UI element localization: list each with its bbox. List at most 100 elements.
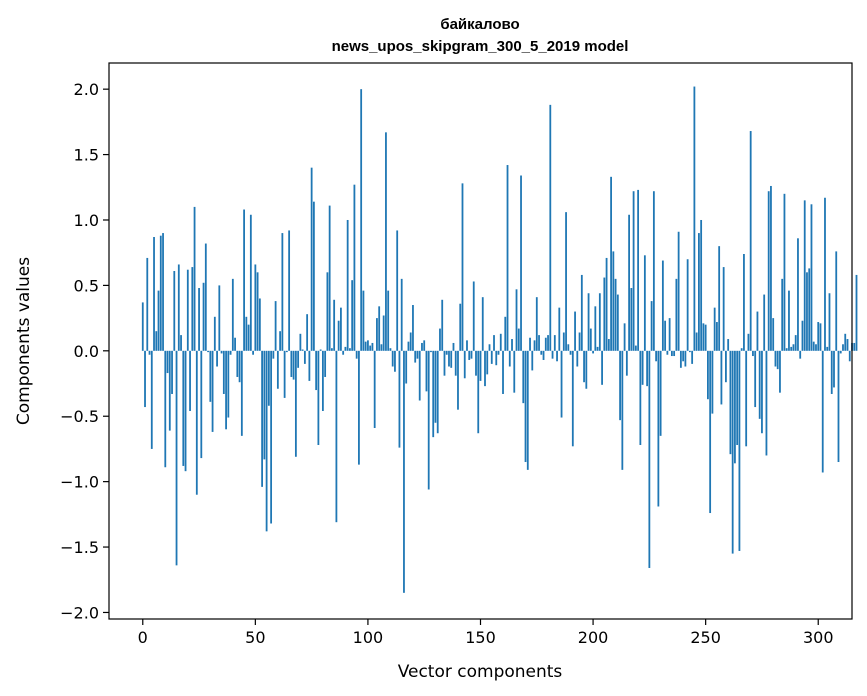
bar-305 [828, 293, 831, 351]
bar-89 [342, 350, 345, 355]
bar-290 [794, 335, 797, 351]
y-tick-label: 2.0 [74, 80, 99, 99]
bar-286 [785, 348, 788, 351]
bar-189 [567, 344, 570, 351]
bar-276 [763, 294, 766, 351]
bar-196 [583, 350, 585, 383]
bar-274 [758, 350, 761, 419]
bar-268 [745, 350, 748, 447]
bar-15 [175, 350, 178, 566]
bar-246 [695, 332, 698, 351]
bar-211 [616, 294, 619, 351]
bar-27 [202, 282, 205, 351]
bar-29 [207, 350, 209, 353]
bar-267 [743, 254, 745, 351]
x-tick-label: 100 [353, 628, 384, 647]
bar-83 [328, 205, 331, 351]
bar-38 [227, 350, 230, 418]
bar-68 [294, 350, 297, 457]
bar-223 [643, 255, 646, 351]
bar-201 [594, 306, 597, 351]
bar-69 [297, 350, 300, 368]
bar-296 [808, 268, 811, 351]
bar-317 [855, 274, 858, 351]
bar-194 [578, 332, 581, 351]
bar-47 [247, 324, 250, 351]
x-tick-label: 200 [578, 628, 609, 647]
bar-204 [601, 350, 603, 385]
bar-199 [589, 328, 592, 351]
bar-229 [657, 350, 660, 507]
bar-17 [180, 335, 182, 351]
bar-115 [400, 278, 403, 351]
bar-234 [668, 318, 671, 351]
bar-293 [801, 320, 804, 351]
bar-82 [326, 272, 329, 351]
bar-76 [312, 201, 315, 351]
bar-93 [351, 280, 354, 351]
bar-124 [421, 342, 423, 351]
bar-282 [776, 350, 779, 370]
x-tick-label: 250 [690, 628, 721, 647]
bar-144 [466, 340, 468, 351]
bar-249 [702, 323, 705, 351]
bar-257 [720, 350, 723, 405]
bar-33 [216, 350, 218, 367]
bar-284 [781, 278, 784, 351]
bar-147 [472, 281, 475, 351]
bar-44 [240, 350, 243, 436]
bar-264 [736, 350, 739, 445]
bar-42 [236, 350, 239, 377]
bar-48 [249, 214, 252, 351]
bar-306 [830, 350, 833, 394]
bar-167 [517, 328, 520, 351]
bar-130 [434, 350, 437, 423]
bar-63 [283, 350, 286, 398]
bar-168 [520, 175, 522, 351]
bar-270 [749, 131, 752, 351]
bar-171 [526, 350, 529, 470]
bar-13 [171, 350, 173, 394]
bar-311 [842, 344, 844, 351]
bar-148 [475, 350, 477, 376]
bar-265 [738, 350, 741, 551]
bar-22 [191, 267, 194, 351]
bar-104 [376, 318, 378, 351]
bar-244 [691, 350, 694, 364]
bar-164 [511, 339, 513, 351]
bar-275 [761, 350, 763, 434]
bar-230 [659, 350, 662, 436]
bar-175 [535, 297, 538, 351]
bar-271 [752, 350, 754, 357]
bar-65 [288, 230, 291, 351]
bar-233 [666, 350, 669, 355]
bar-110 [389, 348, 392, 351]
y-tick-label: −1.5 [60, 538, 99, 557]
bar-212 [619, 350, 621, 421]
bar-224 [646, 350, 649, 387]
bar-291 [797, 238, 799, 351]
bar-302 [821, 350, 824, 473]
bars-group [141, 86, 858, 593]
bar-152 [484, 350, 486, 387]
bar-101 [369, 345, 372, 351]
bar-96 [358, 350, 360, 465]
y-tick-label: 0.5 [74, 276, 99, 295]
bar-11 [166, 350, 169, 374]
bar-118 [407, 341, 410, 351]
bar-50 [254, 264, 257, 351]
bar-23 [193, 206, 196, 351]
bar-193 [576, 350, 579, 367]
bar-119 [409, 332, 412, 351]
bar-14 [173, 271, 176, 351]
bar-136 [448, 350, 450, 367]
bar-242 [686, 259, 689, 351]
bar-180 [547, 335, 549, 351]
bar-184 [556, 350, 558, 362]
bar-299 [815, 344, 817, 351]
bar-156 [493, 335, 495, 351]
bar-245 [693, 86, 696, 351]
bar-163 [508, 350, 511, 367]
bar-4 [150, 350, 153, 449]
bar-80 [321, 350, 324, 411]
